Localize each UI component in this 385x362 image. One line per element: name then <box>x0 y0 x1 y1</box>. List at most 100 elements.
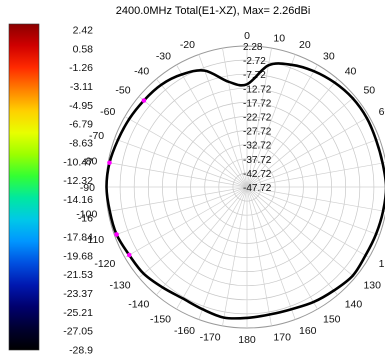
chart-title: 2400.0MHz Total(E1-XZ), Max= 2.26dBi <box>116 5 311 17</box>
radial-axis-label: -2.72 <box>243 56 266 67</box>
angle-label: -20 <box>180 39 195 51</box>
angle-label: -40 <box>134 66 149 78</box>
radial-axis-label: -12.72 <box>243 84 272 95</box>
colorbar-tick-label: -27.05 <box>63 326 93 338</box>
angle-label: 10 <box>273 32 285 44</box>
angle-label: -60 <box>100 106 115 118</box>
grid-spoke <box>138 96 248 188</box>
grid-spoke <box>108 186 248 212</box>
data-point-marker <box>107 160 112 166</box>
angle-label: 40 <box>345 66 357 78</box>
radial-axis-label: -37.72 <box>243 155 272 166</box>
colorbar-tick-label: -4.95 <box>69 100 93 112</box>
angle-label: 120 <box>379 258 385 270</box>
angle-label: -120 <box>94 258 115 270</box>
grid-spoke <box>246 64 318 188</box>
grid-spoke <box>198 186 248 320</box>
radial-axis-labels: 2.28 -2.72 -7.72 -12.72 -17.72 -22.72 -27.72 -3… <box>243 42 272 194</box>
grid-spoke <box>176 64 248 188</box>
grid-spoke <box>138 186 248 278</box>
radial-axis-label: -7.72 <box>243 70 266 81</box>
colorbar-tick-label: -6.79 <box>69 119 93 131</box>
grid-spoke <box>246 48 272 188</box>
angle-label: -170 <box>200 332 221 344</box>
grid-spoke <box>246 162 385 188</box>
grid-spoke <box>222 48 248 188</box>
angle-label: 170 <box>273 332 291 344</box>
angle-label: 150 <box>323 314 341 326</box>
radial-axis-label: -42.72 <box>243 169 272 180</box>
data-point-marker <box>126 252 132 258</box>
colorbar-tick-label: -17.84 <box>63 232 93 244</box>
colorbar-tick-label: -3.11 <box>70 81 93 93</box>
angle-label: 50 <box>363 84 375 96</box>
angle-label: -50 <box>115 84 130 96</box>
data-point-marker <box>114 232 119 237</box>
angle-label: -100 <box>76 208 97 220</box>
colorbar: 2.420.58-1.26-3.11-4.95-6.79-8.63-10.47-… <box>8 23 94 357</box>
colorbar-tick-label: -12.32 <box>63 175 93 187</box>
radial-axis-label: 2.28 <box>243 42 263 53</box>
angle-label: -110 <box>84 234 104 246</box>
radial-axis-label: -27.72 <box>243 127 272 138</box>
colorbar-tick-label: -19.68 <box>63 250 93 262</box>
radial-axis-label: -17.72 <box>243 98 272 109</box>
angle-label: -80 <box>82 156 97 168</box>
angle-label: -130 <box>110 280 131 292</box>
colorbar-tick-label: 2.42 <box>73 25 94 37</box>
grid-spoke <box>246 186 356 278</box>
colorbar-gradient <box>8 23 40 351</box>
angle-label: 160 <box>299 325 317 337</box>
series-line-total <box>105 62 385 320</box>
radial-axis-label: -47.72 <box>243 183 272 194</box>
grid-spoke <box>246 54 296 188</box>
colorbar-tick-label: -14.16 <box>63 194 93 206</box>
colorbar-tick-label: -16 <box>78 213 93 225</box>
angle-label: 30 <box>323 50 335 62</box>
grid-spoke <box>114 186 248 236</box>
colorbar-tick-label: -1.26 <box>69 62 93 74</box>
angle-label: 130 <box>363 280 381 292</box>
colorbar-tick-label: -10.47 <box>63 156 93 168</box>
grid-spoke <box>246 186 370 258</box>
angle-label: -160 <box>174 325 195 337</box>
grid-spoke <box>246 186 380 236</box>
angle-label: -90 <box>80 182 95 194</box>
grid-spoke <box>124 186 248 258</box>
grid-spoke <box>222 186 248 326</box>
colorbar-tick-label: -8.63 <box>69 137 93 149</box>
radial-axis-label: -22.72 <box>243 113 272 124</box>
angle-label: 60 <box>379 106 385 118</box>
grid-spoke <box>246 186 296 320</box>
grid-spoke <box>156 78 248 188</box>
radial-axis-label: -32.72 <box>243 141 272 152</box>
grid-spoke <box>246 116 370 188</box>
grid-spoke <box>246 138 380 188</box>
colorbar-tick-label: -25.21 <box>63 307 93 319</box>
grid-spoke <box>246 186 385 212</box>
angle-label: -150 <box>150 314 171 326</box>
angle-label: -70 <box>89 130 104 142</box>
polar-grid <box>105 45 385 329</box>
angle-label: 140 <box>345 298 363 310</box>
colorbar-tick-label: -21.53 <box>63 269 93 281</box>
angle-label: 20 <box>299 39 311 51</box>
angle-label: 0 <box>244 30 250 42</box>
grid-spoke <box>246 186 318 310</box>
data-point-marker <box>141 98 147 103</box>
angle-label: -30 <box>156 50 171 62</box>
grid-spoke <box>198 54 248 188</box>
grid-spoke <box>246 78 338 188</box>
angle-label: -140 <box>128 298 149 310</box>
grid-spoke <box>114 138 248 188</box>
colorbar-tick-label: 0.58 <box>73 43 94 55</box>
angle-labels: 0102030405060708090100110120130140150160… <box>76 30 385 346</box>
grid-spoke <box>246 186 272 326</box>
grid-spoke <box>124 116 248 188</box>
angle-label: 180 <box>238 334 256 346</box>
colorbar-tick-label: -23.37 <box>63 288 93 300</box>
grid-spoke <box>246 186 338 296</box>
grid-spoke <box>176 186 248 310</box>
grid-spoke <box>108 162 248 188</box>
